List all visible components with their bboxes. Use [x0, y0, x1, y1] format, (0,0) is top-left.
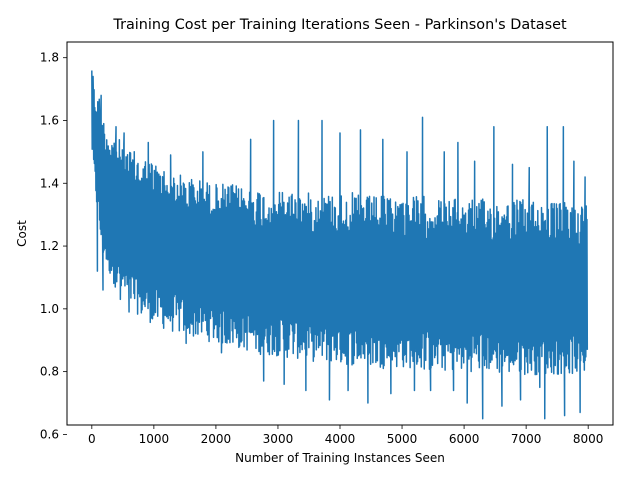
y-tick-label: 1.8 [40, 51, 59, 65]
y-tick-label: 1.0 [40, 302, 59, 316]
series-layer [91, 70, 589, 420]
y-axis-label: Cost [15, 220, 29, 247]
x-axis-label: Number of Training Instances Seen [235, 451, 445, 465]
x-tick-label: 7000 [511, 432, 542, 446]
x-tick-label: 3000 [263, 432, 294, 446]
x-tick-label: 6000 [449, 432, 480, 446]
x-tick-label: 8000 [573, 432, 604, 446]
y-tick-label: 1.4 [40, 176, 59, 190]
y-tick-label: 0.8 [40, 365, 59, 379]
plot-area [66, 41, 614, 426]
y-tick-label: 1.6 [40, 113, 59, 127]
chart-title: Training Cost per Training Iterations Se… [112, 17, 567, 33]
x-tick-label: 5000 [387, 432, 418, 446]
y-tick-label: 1.2 [40, 239, 59, 253]
x-axis: 0 1000 2000 3000 4000 5000 6000 7000 8000 [88, 425, 603, 446]
y-tick-label: 0.6 [40, 427, 59, 441]
y-axis: 0.6 0.8 1.0 1.2 1.4 1.6 1.8 [40, 51, 67, 441]
x-tick-label: 4000 [325, 432, 356, 446]
x-tick-label: 2000 [201, 432, 232, 446]
x-tick-label: 1000 [139, 432, 170, 446]
x-tick-label: 0 [88, 432, 96, 446]
cost-series-line [91, 70, 589, 420]
